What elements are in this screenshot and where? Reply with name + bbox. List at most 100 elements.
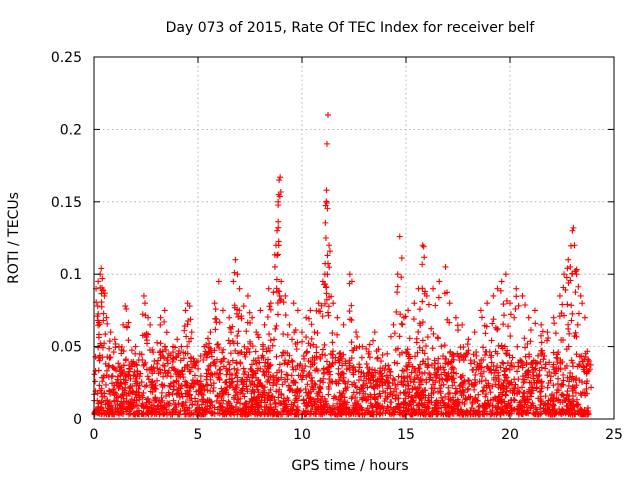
data-point bbox=[512, 305, 519, 312]
noise-point bbox=[121, 389, 128, 396]
data-point bbox=[324, 205, 331, 212]
noise-point bbox=[261, 384, 268, 391]
data-point bbox=[394, 283, 401, 290]
data-point bbox=[405, 307, 412, 314]
data-point bbox=[572, 268, 579, 275]
noise-point bbox=[416, 407, 423, 414]
data-point bbox=[573, 271, 580, 278]
data-point bbox=[281, 360, 288, 367]
noise-point bbox=[374, 355, 381, 362]
noise-point bbox=[499, 359, 506, 366]
noise-point bbox=[254, 377, 261, 384]
noise-point bbox=[340, 398, 347, 405]
noise-point bbox=[476, 408, 483, 415]
data-point bbox=[339, 362, 346, 369]
noise-point bbox=[528, 379, 535, 386]
data-point bbox=[186, 338, 193, 345]
noise-point bbox=[415, 365, 422, 372]
noise-point bbox=[157, 410, 164, 417]
data-point bbox=[569, 310, 576, 317]
noise-point bbox=[237, 359, 244, 366]
data-point bbox=[576, 353, 583, 360]
noise-point bbox=[514, 384, 521, 391]
data-point bbox=[569, 227, 576, 234]
noise-point bbox=[157, 340, 164, 347]
noise-point bbox=[454, 401, 461, 408]
noise-point bbox=[403, 405, 410, 412]
noise-point bbox=[187, 383, 194, 390]
data-point bbox=[339, 370, 346, 377]
noise-point bbox=[329, 354, 336, 361]
noise-point bbox=[233, 399, 240, 406]
noise-point bbox=[492, 381, 499, 388]
noise-point bbox=[179, 400, 186, 407]
noise-point bbox=[128, 347, 135, 354]
noise-point bbox=[431, 385, 438, 392]
noise-point bbox=[494, 362, 501, 369]
noise-point bbox=[514, 343, 521, 350]
data-point bbox=[94, 303, 101, 310]
noise-point bbox=[391, 388, 398, 395]
noise-point bbox=[379, 352, 386, 359]
noise-point bbox=[302, 385, 309, 392]
noise-point bbox=[440, 364, 447, 371]
data-point bbox=[441, 290, 448, 297]
noise-point bbox=[401, 399, 408, 406]
noise-point bbox=[182, 399, 189, 406]
noise-point bbox=[530, 375, 537, 382]
noise-point bbox=[243, 400, 250, 407]
noise-point bbox=[476, 403, 483, 410]
noise-point bbox=[198, 401, 205, 408]
noise-point bbox=[102, 381, 109, 388]
noise-point bbox=[500, 379, 507, 386]
noise-point bbox=[197, 353, 204, 360]
data-point bbox=[101, 292, 108, 299]
noise-point bbox=[156, 366, 163, 373]
data-point bbox=[326, 242, 333, 249]
data-point bbox=[265, 285, 272, 292]
noise-point bbox=[495, 384, 502, 391]
noise-point bbox=[376, 390, 383, 397]
data-point bbox=[565, 256, 572, 263]
data-point bbox=[313, 353, 320, 360]
data-point bbox=[303, 334, 310, 341]
noise-point bbox=[306, 411, 313, 418]
data-point bbox=[412, 353, 419, 360]
data-point bbox=[556, 313, 563, 320]
noise-point bbox=[235, 396, 242, 403]
data-point bbox=[574, 321, 581, 328]
data-point bbox=[252, 370, 259, 377]
data-point bbox=[280, 299, 287, 306]
data-point bbox=[406, 335, 413, 342]
noise-point bbox=[357, 373, 364, 380]
data-point bbox=[413, 339, 420, 346]
noise-point bbox=[317, 399, 324, 406]
noise-point bbox=[535, 411, 542, 418]
noise-point bbox=[355, 410, 362, 417]
noise-point bbox=[362, 390, 369, 397]
noise-point bbox=[409, 394, 416, 401]
data-point bbox=[556, 292, 563, 299]
noise-point bbox=[216, 399, 223, 406]
noise-point bbox=[305, 371, 312, 378]
noise-point bbox=[274, 377, 281, 384]
data-point bbox=[358, 369, 365, 376]
noise-point bbox=[133, 362, 140, 369]
noise-point bbox=[338, 410, 345, 417]
data-point bbox=[490, 316, 497, 323]
data-point bbox=[577, 292, 584, 299]
noise-point bbox=[322, 401, 329, 408]
data-point bbox=[562, 286, 569, 293]
noise-point bbox=[557, 410, 564, 417]
data-point bbox=[149, 381, 156, 388]
data-point bbox=[397, 311, 404, 318]
noise-point bbox=[341, 379, 348, 386]
noise-point bbox=[317, 385, 324, 392]
data-point bbox=[284, 331, 291, 338]
noise-point bbox=[390, 406, 397, 413]
noise-point bbox=[284, 361, 291, 368]
data-point bbox=[99, 344, 106, 351]
data-point bbox=[322, 202, 329, 209]
data-point bbox=[157, 351, 164, 358]
noise-point bbox=[269, 407, 276, 414]
